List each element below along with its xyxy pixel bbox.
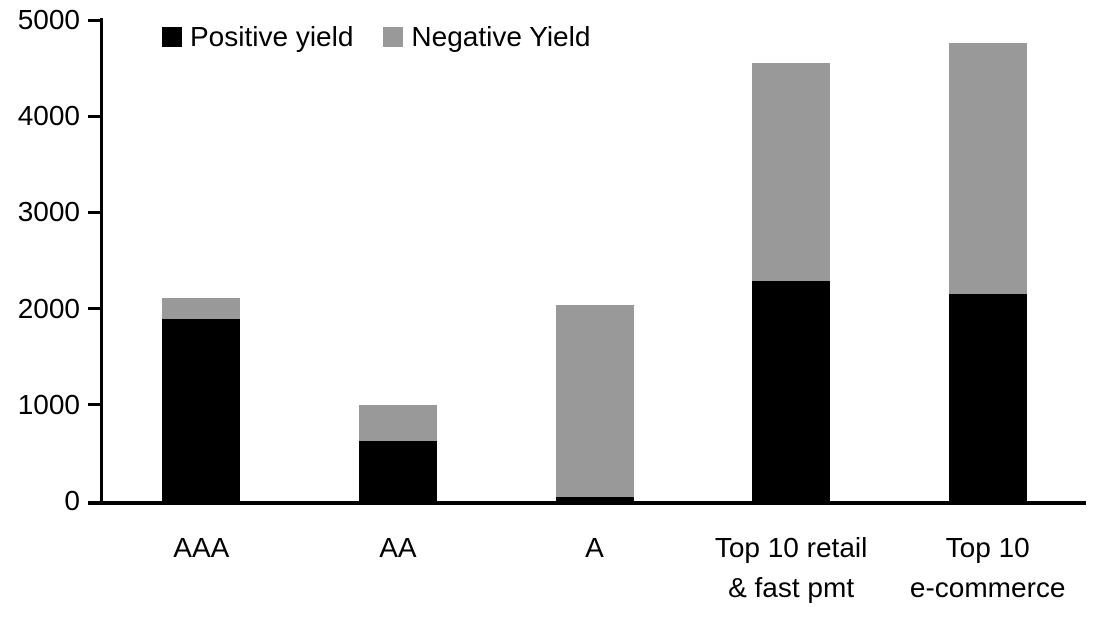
bar-segment-positive-yield: [948, 294, 1027, 501]
bar-segment-negative-yield: [555, 305, 634, 497]
y-axis-tick-label: 0: [64, 485, 80, 516]
y-axis-tick: [88, 403, 100, 407]
y-axis-tick: [88, 114, 100, 118]
y-axis-tick-label: 1000: [17, 388, 80, 420]
legend-item: Positive yield: [162, 17, 353, 57]
legend-item: Negative Yield: [383, 17, 590, 57]
x-axis-category-label: AAA: [173, 532, 230, 563]
bar-segment-negative-yield: [752, 63, 831, 281]
bar-segment-negative-yield: [358, 404, 437, 442]
bar-segment-positive-yield: [162, 319, 241, 501]
bar-segment-positive-yield: [358, 441, 437, 501]
x-axis-line: [88, 501, 1086, 505]
y-axis-tick-label: 2000: [17, 292, 80, 324]
y-axis-line: [100, 18, 103, 505]
y-axis-tick-label: 4000: [17, 100, 80, 132]
x-axis-category-label: AA: [379, 532, 417, 563]
bar-segment-positive-yield: [555, 496, 634, 501]
legend-swatch-icon: [383, 27, 404, 47]
legend-item-label: Positive yield: [190, 21, 354, 52]
bar-segment-negative-yield: [162, 298, 241, 320]
x-axis-category-label: A: [585, 532, 604, 563]
y-axis-tick: [88, 210, 100, 214]
legend-item-label: Negative Yield: [411, 21, 591, 52]
y-axis-tick-label: 3000: [17, 196, 80, 228]
y-axis-tick: [88, 307, 100, 311]
legend: Positive yield Negative Yield: [162, 17, 590, 57]
legend-swatch-icon: [162, 27, 182, 47]
y-axis-tick-label: 5000: [17, 4, 80, 35]
bar-segment-positive-yield: [752, 280, 831, 501]
x-axis-category-label: Top 10 e-commerce: [909, 532, 1066, 603]
bar-segment-negative-yield: [948, 43, 1027, 295]
y-axis-tick: [88, 18, 100, 22]
x-axis-category-label: Top 10 retail & fast pmt: [714, 532, 868, 603]
